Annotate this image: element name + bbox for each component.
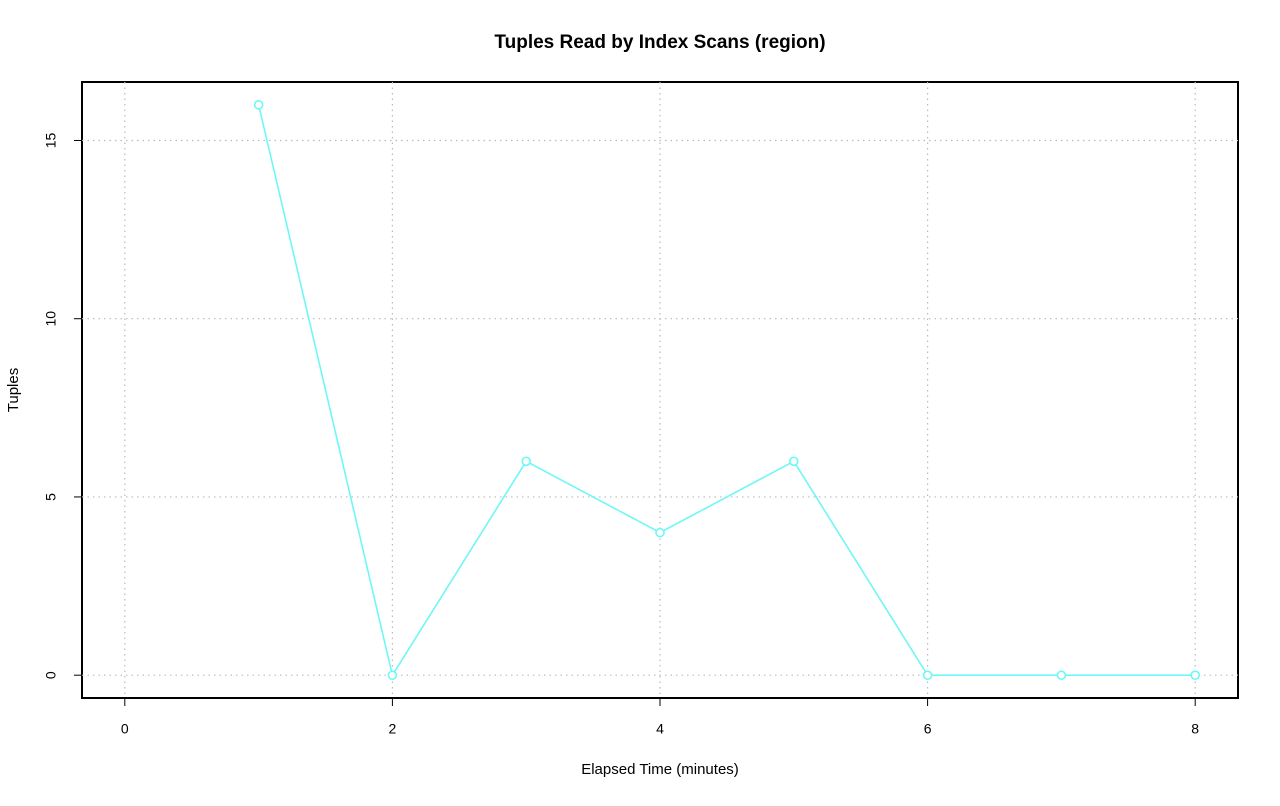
data-point <box>922 670 933 680</box>
data-point <box>253 100 264 110</box>
x-tick-label: 2 <box>389 721 397 737</box>
y-tick-label: 0 <box>43 671 59 679</box>
x-tick-label: 6 <box>924 721 932 737</box>
data-point <box>788 456 799 467</box>
y-tick-label: 10 <box>43 311 59 327</box>
x-tick-label: 0 <box>121 721 129 737</box>
data-point <box>1190 670 1200 680</box>
data-point <box>655 527 665 538</box>
x-tick-label: 8 <box>1191 721 1199 737</box>
chart-title: Tuples Read by Index Scans (region) <box>494 32 825 53</box>
series-line <box>257 104 1196 678</box>
y-tick-label: 15 <box>43 132 59 148</box>
data-point <box>1056 670 1067 680</box>
data-point <box>387 670 398 680</box>
x-axis-label: Elapsed Time (minutes) <box>581 761 739 778</box>
data-point <box>521 456 532 467</box>
y-axis-label: Tuples <box>5 368 22 412</box>
y-tick-label: 5 <box>43 493 59 501</box>
x-tick-label: 4 <box>656 721 664 737</box>
